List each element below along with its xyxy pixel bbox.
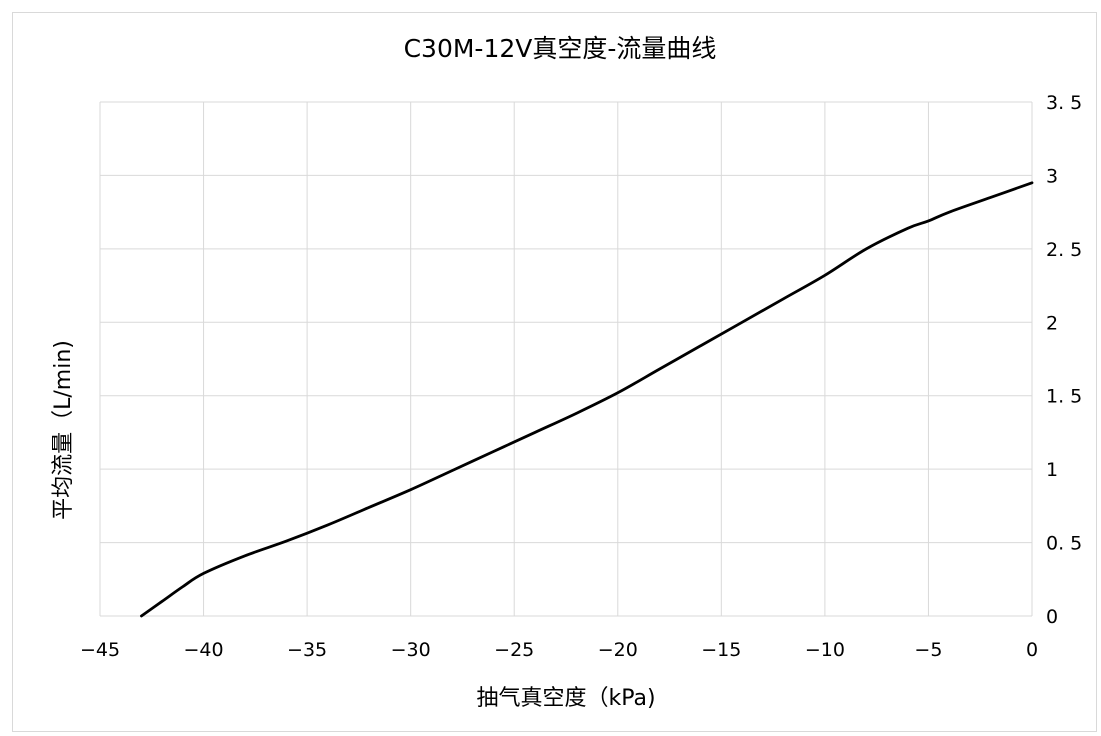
y-tick-label: 0. 5 — [1046, 533, 1082, 555]
x-axis-title: 抽气真空度（kPa) — [476, 686, 655, 711]
y-tick-label: 0 — [1046, 606, 1058, 628]
x-tick-label: −45 — [80, 639, 120, 661]
y-tick-label: 1 — [1046, 459, 1058, 481]
chart-title: C30M-12V真空度-流量曲线 — [404, 34, 717, 63]
y-axis-title: 平均流量（L/min) — [51, 340, 76, 520]
x-tick-label: −15 — [701, 639, 741, 661]
y-tick-label: 2 — [1046, 312, 1058, 334]
series-line — [140, 181, 1034, 618]
y-tick-label: 3. 5 — [1046, 92, 1082, 114]
x-tick-label: −20 — [598, 639, 638, 661]
y-tick-label: 2. 5 — [1046, 239, 1082, 261]
y-tick-label: 3 — [1046, 165, 1058, 187]
x-tick-label: −5 — [914, 639, 942, 661]
chart-frame — [12, 12, 1097, 732]
x-tick-label: 0 — [1026, 639, 1038, 661]
x-tick-label: −10 — [805, 639, 845, 661]
y-tick-label: 1. 5 — [1046, 386, 1082, 408]
x-tick-label: −30 — [391, 639, 431, 661]
x-tick-label: −35 — [287, 639, 327, 661]
x-tick-label: −25 — [494, 639, 534, 661]
x-tick-label: −40 — [184, 639, 224, 661]
